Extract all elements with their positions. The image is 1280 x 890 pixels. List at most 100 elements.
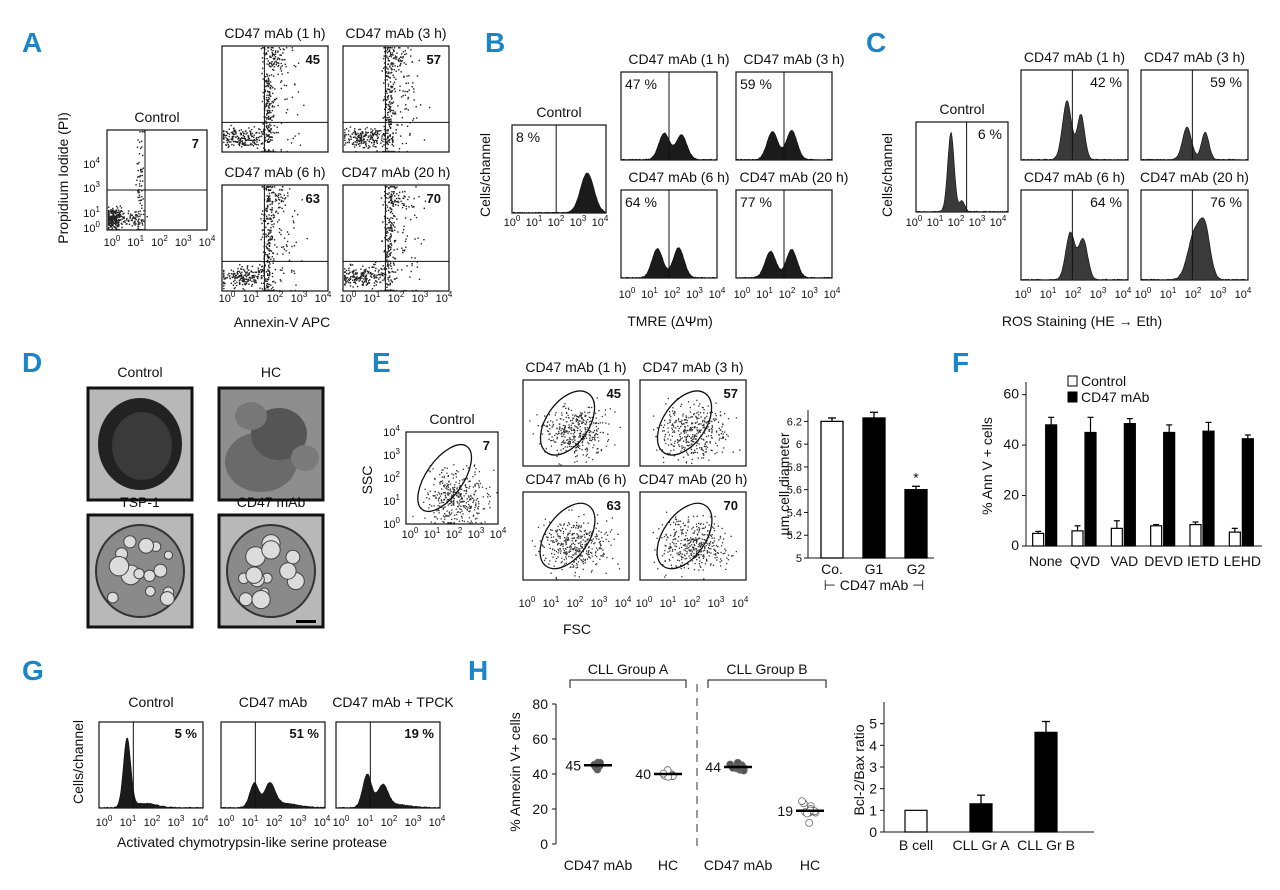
event-dot <box>696 559 698 561</box>
event-dot <box>380 130 382 132</box>
event-dot <box>583 514 585 516</box>
event-dot <box>681 437 683 439</box>
event-dot <box>397 201 400 204</box>
event-dot <box>576 445 578 447</box>
event-dot <box>390 85 392 88</box>
event-dot <box>242 143 244 145</box>
event-dot <box>390 252 392 254</box>
event-dot <box>708 459 710 461</box>
event-dot <box>739 449 741 451</box>
event-dot <box>271 275 274 278</box>
event-dot <box>690 550 692 552</box>
x-tick-label: 104 <box>436 290 453 305</box>
x-tick-label: 104 <box>990 214 1007 229</box>
event-dot <box>272 63 275 65</box>
event-dot <box>443 475 445 478</box>
event-dot <box>693 548 695 550</box>
event-dot <box>414 257 416 259</box>
panel-letter-d: D <box>22 347 42 378</box>
event-dot <box>705 451 707 453</box>
event-dot <box>266 286 269 288</box>
plot-title: CD47 mAb (1 h) <box>224 25 325 41</box>
event-dot <box>356 278 358 280</box>
event-dot <box>482 496 484 498</box>
event-dot <box>602 555 604 558</box>
event-dot <box>392 137 394 139</box>
bar-cd47-lehd <box>1241 438 1254 547</box>
event-dot <box>108 222 110 224</box>
event-dot <box>558 428 561 431</box>
event-dot <box>271 209 273 211</box>
event-dot <box>459 494 462 496</box>
event-dot <box>387 136 389 139</box>
event-dot <box>681 562 683 564</box>
event-dot <box>241 140 244 142</box>
event-dot <box>269 217 272 220</box>
event-dot <box>275 211 277 213</box>
event-dot <box>700 541 702 544</box>
event-dot <box>268 289 271 292</box>
event-dot <box>411 264 413 267</box>
event-dot <box>131 225 133 227</box>
significance-mark: * <box>913 469 919 485</box>
event-dot <box>261 100 264 103</box>
x-tick-label: 102 <box>266 814 283 829</box>
event-dot <box>287 195 289 197</box>
event-dot <box>282 59 284 61</box>
event-dot <box>251 285 253 287</box>
event-dot <box>269 186 271 188</box>
event-dot <box>389 264 391 266</box>
event-dot <box>458 496 460 498</box>
event-dot <box>389 243 391 245</box>
event-dot <box>374 263 376 266</box>
event-dot <box>691 426 693 428</box>
event-dot <box>371 131 374 133</box>
plot-frame <box>639 491 747 581</box>
event-dot <box>483 508 486 510</box>
event-dot <box>376 274 378 276</box>
event-dot <box>255 139 258 141</box>
event-dot <box>380 197 383 199</box>
event-dot <box>261 150 263 153</box>
event-dot <box>461 515 463 517</box>
event-dot <box>661 555 664 557</box>
event-dot <box>652 532 654 534</box>
event-dot <box>229 277 231 280</box>
event-dot <box>344 137 346 139</box>
y-tick-label: 100 <box>83 220 100 235</box>
event-dot <box>380 281 382 283</box>
event-dot <box>108 215 110 218</box>
event-dot <box>250 142 252 145</box>
event-dot <box>591 540 593 542</box>
event-dot <box>715 554 717 556</box>
event-dot <box>467 500 469 503</box>
event-dot <box>685 461 688 463</box>
event-dot <box>228 275 231 277</box>
y-tick-label: 5.2 <box>787 530 802 542</box>
event-dot <box>701 543 703 545</box>
event-dot <box>283 237 286 239</box>
event-dot <box>266 200 268 203</box>
event-dot <box>415 216 418 219</box>
event-dot <box>385 228 388 231</box>
event-dot <box>571 548 573 551</box>
event-dot <box>389 109 391 111</box>
event-dot <box>550 572 552 574</box>
event-dot <box>270 116 272 119</box>
event-dot <box>374 270 376 272</box>
event-dot <box>266 53 268 55</box>
event-dot <box>692 549 694 551</box>
event-dot <box>679 552 682 554</box>
event-dot <box>582 421 585 423</box>
event-dot <box>391 109 393 112</box>
event-dot <box>112 218 114 220</box>
event-dot <box>360 139 363 141</box>
event-dot <box>270 49 272 51</box>
event-dot <box>441 476 443 478</box>
event-dot <box>588 429 590 432</box>
event-dot <box>137 220 139 223</box>
event-dot <box>690 554 693 556</box>
quadrant-value: 57 <box>427 52 441 67</box>
event-dot <box>686 436 688 438</box>
